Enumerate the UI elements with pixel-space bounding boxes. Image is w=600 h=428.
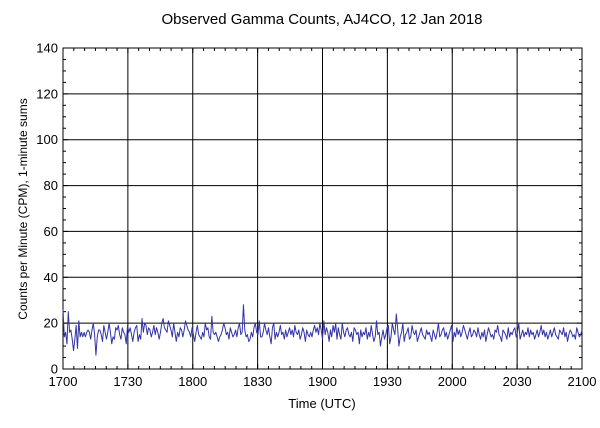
y-tick-label: 20 xyxy=(44,316,58,331)
y-tick-label: 140 xyxy=(36,41,58,56)
x-tick-label: 1800 xyxy=(178,374,207,389)
y-tick-label: 0 xyxy=(51,362,58,377)
y-axis-label: Counts per Minute (CPM), 1-minute sums xyxy=(16,98,30,319)
y-axis-tick-labels: 0 20 40 60 80 100 120 140 xyxy=(36,41,58,377)
chart-title: Observed Gamma Counts, AJ4CO, 12 Jan 201… xyxy=(162,11,483,28)
x-tick-label: 1830 xyxy=(243,374,272,389)
y-tick-label: 80 xyxy=(44,178,58,193)
x-tick-label: 1930 xyxy=(373,374,402,389)
axis-ticks xyxy=(62,47,583,370)
y-tick-label: 120 xyxy=(36,86,58,101)
series-line xyxy=(62,304,583,356)
series-group xyxy=(62,304,583,356)
x-tick-label: 1700 xyxy=(49,374,78,389)
x-tick-label: 2000 xyxy=(438,374,467,389)
x-axis-tick-labels: 1700 1730 1800 1830 1900 1930 2000 2030 2100 xyxy=(49,374,597,389)
y-tick-label: 60 xyxy=(44,224,58,239)
x-tick-label: 1730 xyxy=(113,374,142,389)
x-axis-label: Time (UTC) xyxy=(288,396,355,411)
y-tick-label: 100 xyxy=(36,132,58,147)
y-tick-label: 40 xyxy=(44,270,58,285)
x-tick-label: 1900 xyxy=(308,374,337,389)
x-tick-label: 2030 xyxy=(503,374,532,389)
gridlines xyxy=(63,48,582,369)
x-tick-label: 2100 xyxy=(568,374,597,389)
